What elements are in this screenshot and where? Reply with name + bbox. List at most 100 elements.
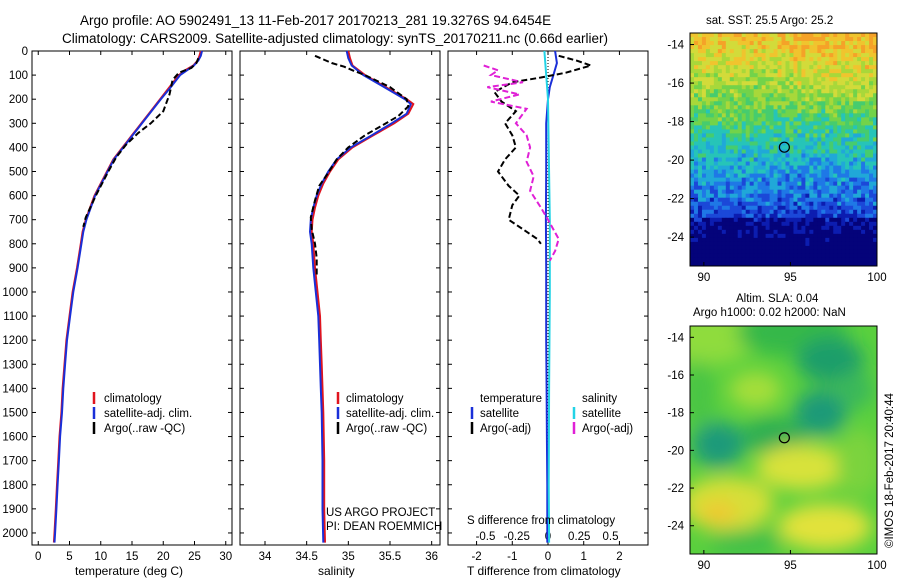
- sst-cell: [789, 177, 794, 183]
- sst-cell: [697, 213, 703, 219]
- sst-cell: [821, 65, 826, 70]
- sst-cell: [713, 161, 719, 166]
- sst-cell: [690, 101, 695, 106]
- sst-cell: [837, 193, 842, 199]
- sst-cell: [853, 237, 858, 243]
- sst-cell: [697, 225, 703, 231]
- sst-cell: [757, 145, 763, 150]
- sst-cell: [753, 45, 759, 50]
- temperature-legend-argo: Argo(..raw -QC): [104, 423, 185, 435]
- sst-cell: [861, 157, 866, 162]
- ytick-label: 100: [9, 70, 28, 82]
- sst-cell: [765, 257, 770, 263]
- sst-cell: [793, 169, 798, 175]
- sst-cell: [745, 213, 751, 219]
- sst-cell: [825, 125, 830, 130]
- sst-cell: [865, 245, 870, 251]
- sst-cell: [833, 65, 838, 70]
- sst-cell: [729, 185, 735, 191]
- sst-cell: [781, 261, 786, 266]
- sst-cell: [797, 145, 802, 150]
- sst-cell: [833, 137, 838, 142]
- sst-cell: [813, 245, 818, 251]
- sst-cell: [797, 133, 802, 138]
- sst-cell: [745, 53, 751, 58]
- sst-cell: [693, 129, 699, 134]
- sst-cell: [690, 189, 695, 195]
- sst-cell: [833, 257, 838, 263]
- sst-cell: [753, 149, 759, 154]
- sst-cell: [825, 117, 830, 122]
- sst-cell: [765, 33, 770, 38]
- sst-cell: [801, 225, 806, 231]
- series-line-1: [543, 50, 551, 543]
- sst-cell: [873, 209, 877, 215]
- sst-cell: [721, 61, 727, 66]
- sst-cell: [725, 65, 731, 70]
- sst-cell: [829, 149, 834, 154]
- sst-cell: [865, 141, 870, 146]
- sst-cell: [805, 45, 810, 50]
- sst-cell: [761, 85, 766, 90]
- sst-cell: [837, 145, 842, 150]
- sst-cell: [805, 105, 810, 110]
- sst-cell: [789, 141, 794, 146]
- sst-cell: [785, 165, 790, 170]
- sst-cell: [841, 105, 846, 110]
- sst-cell: [797, 105, 802, 110]
- sst-cell: [873, 89, 877, 94]
- sst-cell: [690, 117, 695, 122]
- sst-cell: [845, 169, 850, 175]
- sst-cell: [841, 37, 846, 42]
- sst-cell: [873, 145, 877, 150]
- sst-cell: [705, 249, 711, 255]
- sst-cell: [793, 81, 798, 86]
- sst-cell: [733, 41, 739, 46]
- sst-cell: [813, 69, 818, 74]
- sst-cell: [745, 257, 751, 263]
- sst-cell: [789, 181, 794, 187]
- sst-cell: [697, 97, 703, 102]
- sst-cell: [749, 149, 755, 154]
- sst-cell: [777, 185, 782, 191]
- sst-cell: [841, 161, 846, 166]
- sst-cell: [861, 81, 866, 86]
- sst-cell: [857, 229, 862, 235]
- sst-cell: [769, 125, 774, 130]
- sst-cell: [769, 193, 774, 199]
- sst-cell: [745, 225, 751, 231]
- sst-cell: [813, 145, 818, 150]
- sst-cell: [789, 205, 794, 211]
- sst-cell: [781, 137, 786, 142]
- sst-cell: [729, 193, 735, 199]
- sst-cell: [713, 45, 719, 50]
- sst-cell: [841, 141, 846, 146]
- sst-cell: [757, 177, 763, 183]
- sst-cell: [821, 165, 826, 170]
- sst-cell: [853, 161, 858, 166]
- sst-cell: [789, 237, 794, 243]
- sst-cell: [697, 257, 703, 263]
- sst-cell: [841, 225, 846, 231]
- sla-map-subtitle: Argo h1000: 0.02 h2000: NaN: [693, 307, 846, 319]
- sst-cell: [729, 109, 735, 114]
- sst-cell: [849, 53, 854, 58]
- sst-cell: [817, 161, 822, 166]
- sst-cell: [721, 185, 727, 191]
- map-ytick-label: -16: [667, 78, 684, 90]
- sst-cell: [813, 141, 818, 146]
- sst-cell: [825, 261, 830, 266]
- sst-cell: [757, 205, 763, 211]
- sst-cell: [753, 193, 759, 199]
- sst-cell: [717, 109, 723, 114]
- sst-cell: [693, 189, 699, 195]
- sst-cell: [725, 245, 731, 251]
- difference-lines: [483, 50, 595, 543]
- series-line-3: [483, 64, 560, 262]
- sst-cell: [749, 153, 755, 158]
- sst-cell: [693, 101, 699, 106]
- sst-cell: [805, 153, 810, 158]
- sst-cell: [785, 65, 790, 70]
- sst-cell: [841, 237, 846, 243]
- sst-cell: [701, 49, 707, 54]
